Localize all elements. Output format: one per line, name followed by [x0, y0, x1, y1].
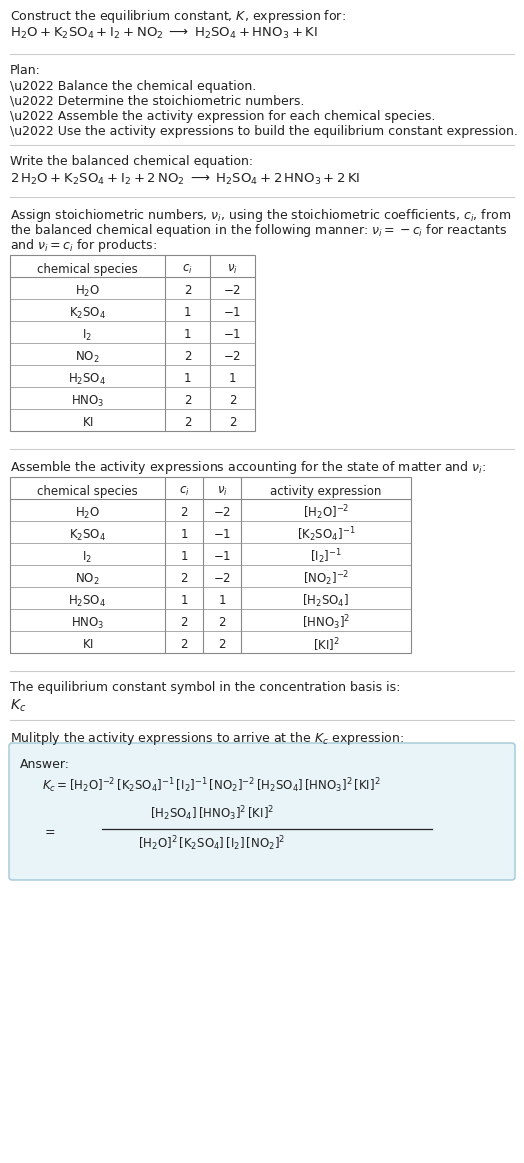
Bar: [10, 255, 255, 431]
Text: $[\mathrm{H_2SO_4}]$: $[\mathrm{H_2SO_4}]$: [302, 593, 350, 609]
Text: $\mathrm{H_2O}$: $\mathrm{H_2O}$: [75, 506, 100, 521]
Bar: [10, 477, 411, 652]
Text: $\mathrm{NO_2}$: $\mathrm{NO_2}$: [75, 349, 100, 364]
Text: $K_c = [\mathrm{H_2O}]^{-2}\,[\mathrm{K_2SO_4}]^{-1}\,[\mathrm{I_2}]^{-1}\,[\mat: $K_c = [\mathrm{H_2O}]^{-2}\,[\mathrm{K_…: [42, 776, 380, 794]
Text: \u2022 Use the activity expressions to build the equilibrium constant expression: \u2022 Use the activity expressions to b…: [10, 124, 518, 138]
Text: $[\mathrm{H_2SO_4}]\,[\mathrm{HNO_3}]^2\,[\mathrm{KI}]^2$: $[\mathrm{H_2SO_4}]\,[\mathrm{HNO_3}]^2\…: [150, 804, 274, 822]
Text: 1: 1: [184, 372, 191, 385]
Text: and $\nu_i = c_i$ for products:: and $\nu_i = c_i$ for products:: [10, 237, 157, 254]
Text: Answer:: Answer:: [20, 758, 70, 771]
Text: $\mathrm{H_2O + K_2SO_4 + I_2 + NO_2 \;\longrightarrow\; H_2SO_4 + HNO_3 + KI}$: $\mathrm{H_2O + K_2SO_4 + I_2 + NO_2 \;\…: [10, 26, 318, 41]
FancyBboxPatch shape: [9, 743, 515, 880]
Text: activity expression: activity expression: [270, 485, 381, 498]
Text: $c_i$: $c_i$: [179, 485, 189, 498]
Text: 2: 2: [184, 285, 191, 298]
Text: The equilibrium constant symbol in the concentration basis is:: The equilibrium constant symbol in the c…: [10, 682, 400, 694]
Text: $\mathrm{I_2}$: $\mathrm{I_2}$: [82, 549, 93, 564]
Text: Plan:: Plan:: [10, 64, 41, 77]
Text: Assemble the activity expressions accounting for the state of matter and $\nu_i$: Assemble the activity expressions accoun…: [10, 459, 486, 476]
Text: 2: 2: [184, 416, 191, 429]
Text: $-1$: $-1$: [213, 550, 231, 564]
Text: $-1$: $-1$: [213, 528, 231, 542]
Text: $-1$: $-1$: [223, 307, 242, 320]
Text: 2: 2: [219, 638, 226, 651]
Text: Construct the equilibrium constant, $K$, expression for:: Construct the equilibrium constant, $K$,…: [10, 8, 346, 24]
Text: $-2$: $-2$: [213, 507, 231, 520]
Text: $[\mathrm{HNO_3}]^2$: $[\mathrm{HNO_3}]^2$: [302, 614, 350, 633]
Text: $\mathrm{2\,H_2O + K_2SO_4 + I_2 + 2\,NO_2 \;\longrightarrow\; H_2SO_4 + 2\,HNO_: $\mathrm{2\,H_2O + K_2SO_4 + I_2 + 2\,NO…: [10, 172, 361, 187]
Text: $\mathrm{H_2SO_4}$: $\mathrm{H_2SO_4}$: [69, 593, 106, 608]
Text: $\mathrm{K_2SO_4}$: $\mathrm{K_2SO_4}$: [69, 306, 106, 321]
Text: chemical species: chemical species: [37, 263, 138, 276]
Text: 1: 1: [180, 528, 188, 542]
Text: $[\mathrm{I_2}]^{-1}$: $[\mathrm{I_2}]^{-1}$: [310, 548, 342, 566]
Text: $=$: $=$: [42, 825, 56, 837]
Text: $[\mathrm{KI}]^2$: $[\mathrm{KI}]^2$: [312, 636, 340, 654]
Text: Assign stoichiometric numbers, $\nu_i$, using the stoichiometric coefficients, $: Assign stoichiometric numbers, $\nu_i$, …: [10, 207, 511, 224]
Text: 2: 2: [180, 507, 188, 520]
Text: $\nu_i$: $\nu_i$: [227, 263, 238, 276]
Text: 2: 2: [180, 638, 188, 651]
Text: Mulitply the activity expressions to arrive at the $K_c$ expression:: Mulitply the activity expressions to arr…: [10, 730, 405, 747]
Text: \u2022 Determine the stoichiometric numbers.: \u2022 Determine the stoichiometric numb…: [10, 95, 304, 108]
Text: 2: 2: [180, 616, 188, 629]
Text: the balanced chemical equation in the following manner: $\nu_i = -c_i$ for react: the balanced chemical equation in the fo…: [10, 222, 507, 240]
Text: $-2$: $-2$: [213, 572, 231, 585]
Text: 1: 1: [180, 594, 188, 607]
Text: $-2$: $-2$: [223, 350, 242, 364]
Text: 2: 2: [229, 394, 236, 407]
Text: $[\mathrm{K_2SO_4}]^{-1}$: $[\mathrm{K_2SO_4}]^{-1}$: [297, 526, 355, 544]
Text: 1: 1: [229, 372, 236, 385]
Text: $\nu_i$: $\nu_i$: [216, 485, 227, 498]
Text: $K_c$: $K_c$: [10, 698, 26, 714]
Text: chemical species: chemical species: [37, 485, 138, 498]
Text: 1: 1: [219, 594, 226, 607]
Text: 1: 1: [180, 550, 188, 564]
Text: $[\mathrm{H_2O}]^{-2}$: $[\mathrm{H_2O}]^{-2}$: [303, 504, 349, 522]
Text: 2: 2: [184, 350, 191, 364]
Text: \u2022 Assemble the activity expression for each chemical species.: \u2022 Assemble the activity expression …: [10, 110, 435, 123]
Text: $\mathrm{KI}$: $\mathrm{KI}$: [82, 638, 93, 651]
Text: 2: 2: [180, 572, 188, 585]
Text: $\mathrm{H_2SO_4}$: $\mathrm{H_2SO_4}$: [69, 371, 106, 386]
Text: $\mathrm{I_2}$: $\mathrm{I_2}$: [82, 328, 93, 343]
Text: $\mathrm{HNO_3}$: $\mathrm{HNO_3}$: [71, 615, 104, 630]
Text: \u2022 Balance the chemical equation.: \u2022 Balance the chemical equation.: [10, 80, 256, 93]
Text: 2: 2: [219, 616, 226, 629]
Text: 2: 2: [229, 416, 236, 429]
Text: $[\mathrm{H_2O}]^2\,[\mathrm{K_2SO_4}]\,[\mathrm{I_2}]\,[\mathrm{NO_2}]^2$: $[\mathrm{H_2O}]^2\,[\mathrm{K_2SO_4}]\,…: [138, 834, 286, 852]
Text: $\mathrm{KI}$: $\mathrm{KI}$: [82, 416, 93, 429]
Text: $\mathrm{H_2O}$: $\mathrm{H_2O}$: [75, 284, 100, 299]
Text: $[\mathrm{NO_2}]^{-2}$: $[\mathrm{NO_2}]^{-2}$: [303, 570, 349, 588]
Text: $-2$: $-2$: [223, 285, 242, 298]
Text: $\mathrm{HNO_3}$: $\mathrm{HNO_3}$: [71, 393, 104, 408]
Text: 1: 1: [184, 328, 191, 342]
Text: $c_i$: $c_i$: [182, 263, 193, 276]
Text: Write the balanced chemical equation:: Write the balanced chemical equation:: [10, 155, 253, 167]
Text: 1: 1: [184, 307, 191, 320]
Text: $\mathrm{K_2SO_4}$: $\mathrm{K_2SO_4}$: [69, 528, 106, 543]
Text: $-1$: $-1$: [223, 328, 242, 342]
Text: $\mathrm{NO_2}$: $\mathrm{NO_2}$: [75, 571, 100, 586]
Text: 2: 2: [184, 394, 191, 407]
